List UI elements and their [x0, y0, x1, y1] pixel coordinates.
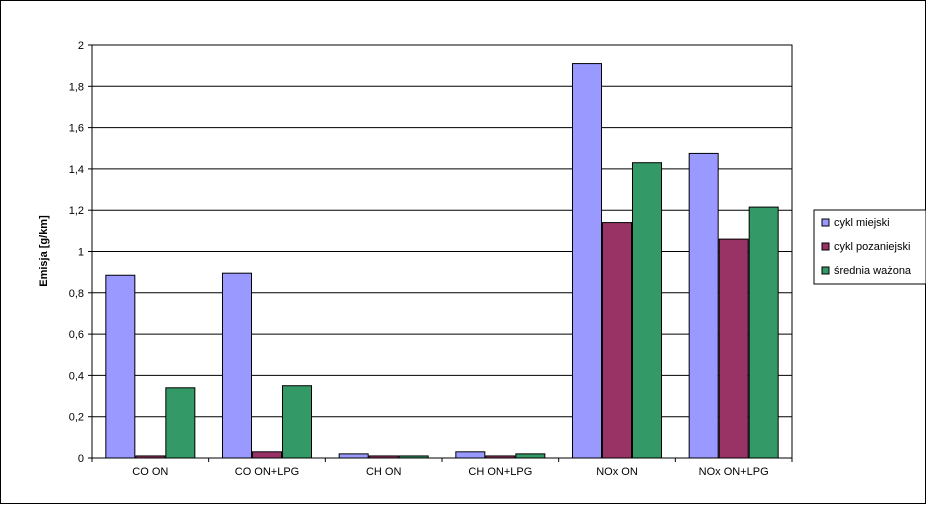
legend-swatch — [821, 218, 830, 227]
bar — [338, 453, 369, 459]
x-tick-label: CH ON+LPG — [468, 466, 532, 478]
bar — [515, 453, 546, 459]
y-tick-label: 1,4 — [69, 164, 84, 176]
legend-swatch — [821, 242, 830, 251]
y-tick-label: 0,2 — [69, 412, 84, 424]
bar — [282, 385, 312, 459]
bar — [602, 222, 632, 459]
legend-label: cykl pozaniejski — [834, 241, 910, 253]
bar — [455, 451, 486, 459]
x-tick-label: NOx ON — [596, 466, 638, 478]
bar — [105, 274, 136, 459]
x-tick-label: CO ON+LPG — [235, 466, 300, 478]
y-tick-label: 2 — [78, 40, 84, 52]
bar — [632, 162, 662, 459]
x-tick-label: CO ON — [132, 466, 168, 478]
bar — [252, 451, 282, 459]
grid-lines — [92, 44, 792, 418]
y-tick-label: 0,6 — [69, 329, 84, 341]
y-tick-label: 1,6 — [69, 123, 84, 135]
legend: cykl miejski cykl pozaniejski średnia ważo… — [813, 209, 926, 285]
legend-label: średnia ważona — [834, 265, 912, 277]
y-tick-label: 0 — [78, 453, 84, 465]
tick-labels: 0 0,2 0,4 0,6 0,8 1 1,2 1,4 1,6 1,8 2 CO ON CO ON+LP… — [69, 40, 769, 478]
legend-box — [813, 209, 926, 285]
y-tick-label: 1 — [78, 247, 84, 259]
y-tick-label: 0,8 — [69, 288, 84, 300]
y-tick-label: 1,8 — [69, 81, 84, 93]
y-axis-title: Emisja [g/km] — [38, 215, 50, 287]
x-tick-label: CH ON — [366, 466, 402, 478]
bar — [688, 152, 719, 459]
bar — [222, 272, 252, 459]
legend-swatch — [821, 266, 830, 275]
bar — [748, 206, 779, 459]
y-tick-label: 1,2 — [69, 205, 84, 217]
x-tick-label: NOx ON+LPG — [699, 466, 769, 478]
axes-group — [88, 44, 793, 462]
bar — [718, 238, 749, 459]
y-tick-label: 0,4 — [69, 370, 84, 382]
bar — [165, 387, 196, 459]
legend-label: cykl miejski — [834, 217, 890, 229]
bar — [572, 63, 602, 459]
